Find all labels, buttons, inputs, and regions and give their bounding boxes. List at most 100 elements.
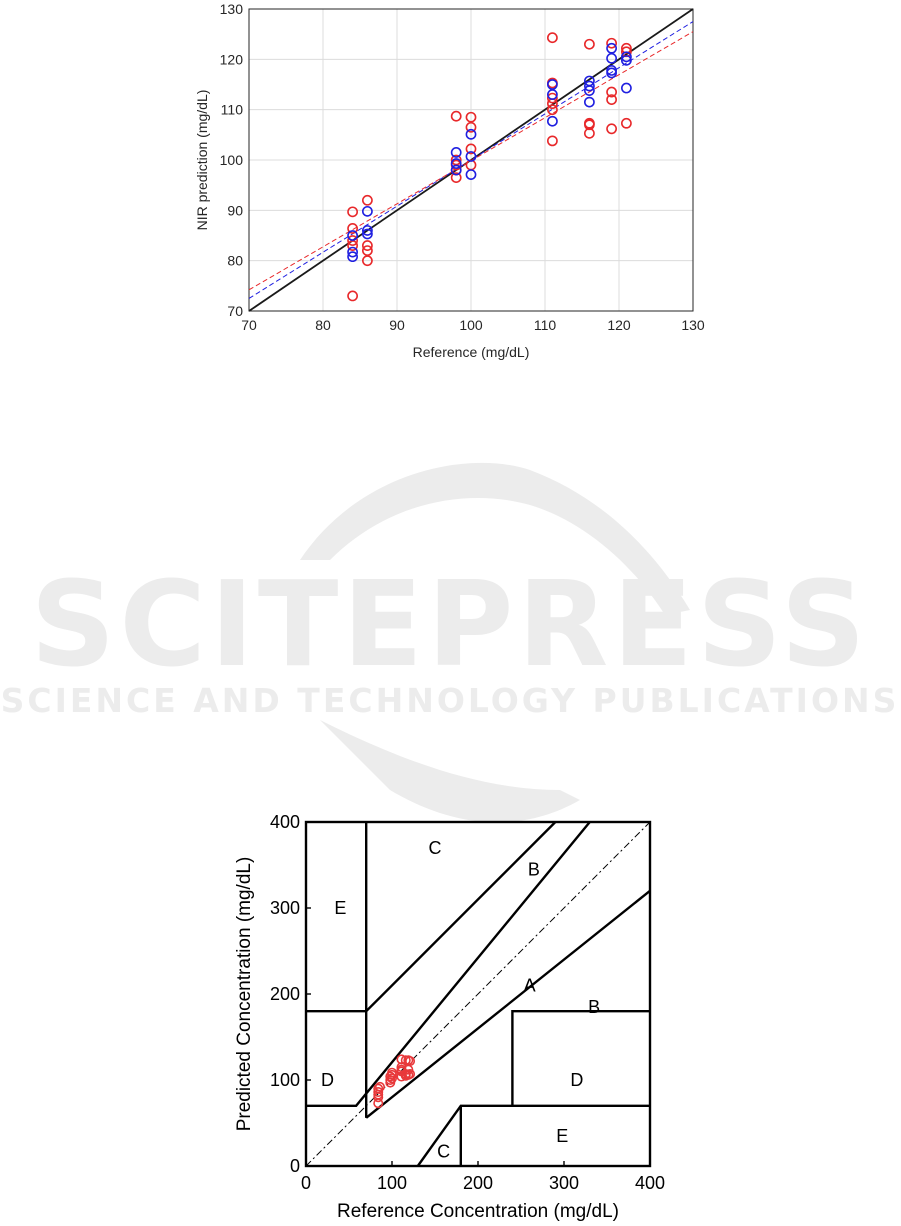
chart1-red-point (584, 38, 595, 50)
chart1-y-tick-label: 100 (220, 152, 244, 168)
chart1-blue-dashed-line (248, 21, 694, 299)
chart1-red-point (347, 290, 358, 302)
chart2-zone-label: C (437, 1141, 450, 1161)
chart1-blue-point (606, 67, 617, 79)
watermark-subtitle: SCIENCE AND TECHNOLOGY PUBLICATIONS (1, 681, 900, 720)
chart2-point (386, 1067, 397, 1078)
chart1-red-point (621, 117, 632, 129)
chart1-blue-point (450, 158, 462, 169)
chart1-blue-point (547, 89, 558, 100)
watermark-title: SCITEPRESS (30, 555, 869, 693)
chart1-blue-point (450, 147, 462, 158)
chart1-blue-point (584, 80, 595, 92)
chart2-x-tick-label: 200 (463, 1173, 493, 1193)
chart2-zone-label: E (334, 898, 346, 918)
chart1-red-point (606, 86, 617, 98)
chart2-y-tick-label: 100 (270, 1070, 300, 1090)
chart2-zone-boundaries (306, 821, 651, 1167)
chart2-point (405, 1068, 416, 1079)
chart1-red-point (450, 154, 462, 166)
chart1-y-tick-label: 80 (227, 253, 243, 269)
chart1-blue-point (606, 42, 617, 54)
chart1-blue-point (584, 96, 595, 108)
chart1-x-tick-label: 100 (459, 317, 483, 333)
chart1-blue-point (621, 54, 632, 66)
chart1-blue-point (361, 228, 373, 240)
chart1-red-point (361, 255, 373, 267)
chart1-red-point (606, 37, 617, 49)
chart2-x-tick-label: 400 (635, 1173, 665, 1193)
chart1-y-tick-label: 130 (220, 1, 244, 17)
chart1-x-ticks: 70 80 90 100 110 120 130 (241, 317, 705, 333)
chart1-red-point (465, 143, 477, 155)
chart2-zone-boundary (306, 821, 591, 1108)
chart1-red-point (465, 121, 477, 133)
chart2-y-axis-label: Predicted Concentration (mg/dL) (234, 857, 255, 1132)
chart2-x-axis-label: Reference Concentration (mg/dL) (337, 1201, 619, 1222)
chart1-blue-point (347, 230, 358, 241)
chart1-y-tick-label: 120 (220, 51, 244, 67)
chart1-red-point (450, 172, 462, 184)
chart1-points (347, 32, 632, 302)
watermark-swoosh-tail (320, 720, 580, 823)
chart1-blue-point (347, 246, 358, 258)
chart1-blue-point (450, 164, 462, 176)
chart1-red-point (347, 223, 358, 234)
chart1-y-tick-label: 110 (221, 102, 244, 118)
chart1-blue-point (465, 169, 477, 180)
chart1-red-point (347, 206, 358, 218)
chart2-zone-boundary (416, 1104, 650, 1167)
chart1-blue-point (621, 51, 632, 63)
chart2-zone-label: B (588, 997, 600, 1017)
chart1-y-ticks: 70 80 90 100 110 120 130 (220, 1, 244, 319)
chart1-blue-point (606, 52, 617, 64)
chart1-blue-point (465, 151, 477, 162)
chart1-x-tick-label: 90 (389, 317, 405, 333)
chart1-blue-point (347, 251, 358, 263)
chart1-red-point (361, 194, 373, 206)
chart-nir-prediction: 70 80 90 100 110 120 130 70 80 90 100 110 120 130 Re… (194, 1, 705, 360)
chart2-zone-label: C (429, 838, 442, 858)
chart1-red-point (547, 92, 558, 104)
chart1-red-point (347, 235, 358, 246)
chart1-x-tick-label: 70 (241, 317, 257, 333)
chart2-point (374, 1081, 385, 1092)
watermark: SCITEPRESS SCIENCE AND TECHNOLOGY PUBLIC… (1, 462, 900, 823)
chart1-red-point (606, 94, 617, 105)
chart1-red-point (606, 123, 617, 135)
chart-clarke-error-grid: E C B A B D D E C 0 100 200 300 400 0 100 200 300 400 Re… (234, 812, 665, 1222)
chart2-y-tick-label: 0 (290, 1156, 300, 1176)
chart2-identity-line (305, 821, 651, 1167)
chart2-point (373, 1083, 384, 1094)
chart1-x-tick-label: 120 (607, 317, 631, 333)
watermark-swoosh-icon (300, 462, 690, 615)
chart1-x-tick-label: 130 (681, 317, 705, 333)
chart2-points (373, 1054, 416, 1109)
chart2-zone-label: E (556, 1126, 568, 1146)
chart1-x-tick-label: 110 (534, 317, 557, 333)
chart2-x-tick-label: 100 (377, 1173, 407, 1193)
chart1-red-point (361, 245, 373, 256)
chart2-x-ticks: 0 100 200 300 400 (301, 1161, 665, 1193)
chart1-plot-frame (248, 8, 694, 312)
chart1-red-point (347, 240, 358, 251)
chart1-blue-point (361, 225, 373, 236)
chart1-red-point (450, 110, 462, 122)
chart2-zone-label: A (524, 975, 536, 995)
chart2-zone-boundary (511, 1010, 650, 1106)
chart2-point (405, 1056, 416, 1067)
chart1-red-point (547, 32, 558, 44)
chart2-point (373, 1087, 384, 1098)
chart1-red-point (547, 135, 558, 147)
chart2-y-tick-label: 200 (270, 984, 300, 1004)
chart2-y-tick-label: 300 (270, 898, 300, 918)
chart2-zone-label: B (528, 859, 540, 879)
chart2-y-tick-label: 400 (270, 812, 300, 832)
chart1-blue-point (584, 85, 595, 96)
chart1-blue-point (361, 205, 373, 217)
chart1-blue-point (547, 79, 558, 90)
chart1-red-point (361, 240, 373, 251)
chart2-zone-labels: E C B A B D D E C (321, 838, 600, 1162)
chart1-x-axis-label: Reference (mg/dL) (413, 344, 530, 360)
